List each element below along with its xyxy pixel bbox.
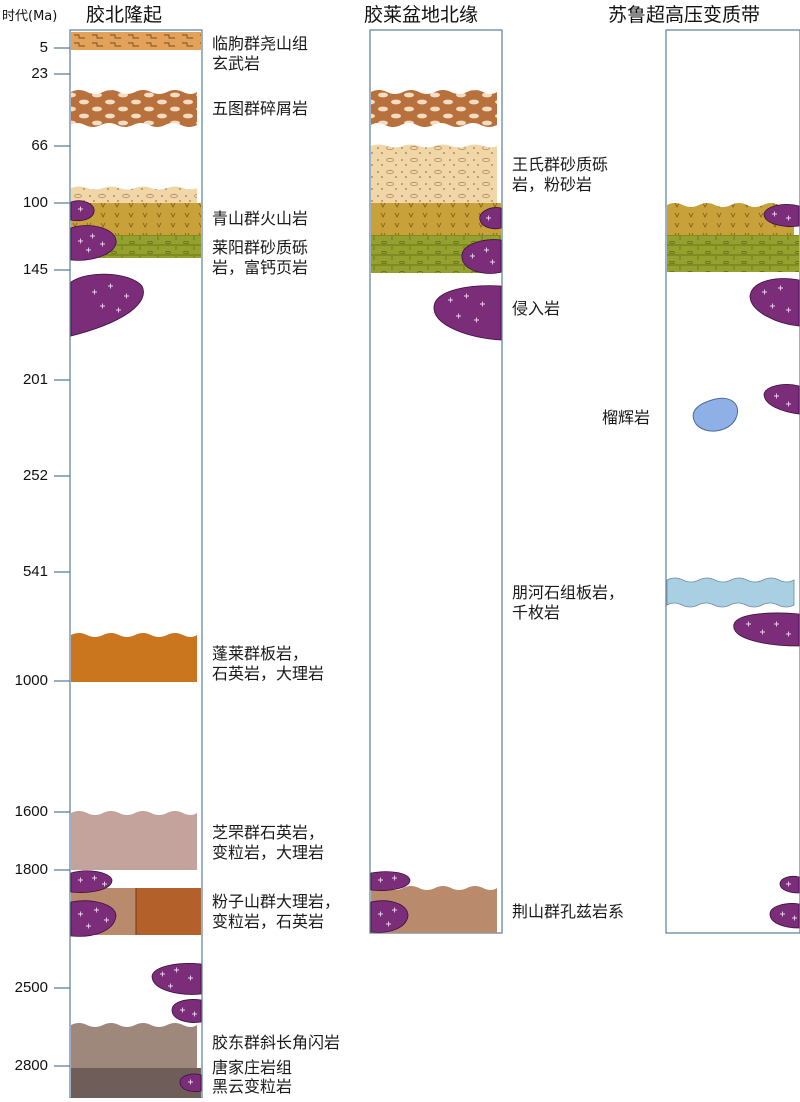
intrusive-body xyxy=(70,870,113,893)
label-jiaodong: 胶东群斜长角闪岩 xyxy=(212,1033,341,1052)
label-qingshan: 青山群火山岩 xyxy=(212,209,309,228)
eclogite-body xyxy=(692,397,738,432)
intrusive-body xyxy=(171,999,202,1023)
label-zhifu-1: 芝罘群石英岩， xyxy=(212,823,325,842)
tick-label: 541 xyxy=(22,563,48,580)
tick-label: 1000 xyxy=(14,672,48,689)
layer-penghe xyxy=(666,577,795,608)
intrusive-crosses xyxy=(78,206,797,1085)
sulu-layers xyxy=(666,203,799,608)
tick-label: 66 xyxy=(31,137,48,154)
time-tick-marks xyxy=(54,47,70,1067)
jiaobei-layers xyxy=(71,32,201,1098)
tick-label: 201 xyxy=(22,371,48,388)
label-fenzishan-1: 粉子山群大理岩， xyxy=(212,892,341,911)
intrusive-body xyxy=(370,871,411,891)
label-tangjiazhuang-1: 唐家庄岩组 xyxy=(212,1058,293,1077)
tick-label: 1600 xyxy=(14,803,48,820)
intrusive-body xyxy=(763,204,800,227)
intrusive-body xyxy=(70,273,144,337)
label-linqu: 临朐群尧山组 xyxy=(212,34,309,53)
label-wangshi-2: 岩，粉砂岩 xyxy=(512,175,593,194)
tick-label: 2800 xyxy=(14,1057,48,1074)
label-penghe-2: 千枚岩 xyxy=(512,603,561,622)
layer-zhifu xyxy=(71,811,197,870)
label-laiyang-2: 岩，富钙页岩 xyxy=(212,258,309,277)
tick-label: 145 xyxy=(22,261,48,278)
column-header-jiaobei: 胶北隆起 xyxy=(86,4,163,26)
layer-wutu-clastic xyxy=(71,90,197,127)
layer-tangjiazhuang xyxy=(71,1068,201,1098)
layer-sulu-green xyxy=(667,235,799,272)
intrusive-body xyxy=(70,200,95,222)
label-eclogite: 榴辉岩 xyxy=(602,408,651,427)
layer-wangshi xyxy=(371,144,497,203)
label-penghe-1: 朋河石组板岩， xyxy=(512,583,625,602)
intrusive-body xyxy=(151,963,202,995)
layer-wutu-clastic-2 xyxy=(371,90,497,127)
column-header-jiaolai: 胶莱盆地北缘 xyxy=(364,4,479,26)
tick-label: 23 xyxy=(31,65,48,82)
intrusive-body xyxy=(461,239,502,274)
tick-label: 100 xyxy=(22,194,48,211)
intrusive-body xyxy=(763,384,800,415)
label-basalt: 玄武岩 xyxy=(212,54,261,73)
label-wutu: 五图群碎屑岩 xyxy=(212,99,309,118)
label-zhifu-2: 变粒岩，大理岩 xyxy=(212,843,325,862)
tick-label: 252 xyxy=(22,467,48,484)
layer-sulu-volcanic xyxy=(667,203,794,235)
label-wangshi-1: 王氏群砂质砾 xyxy=(512,155,609,174)
layer-upper-sand xyxy=(71,186,197,203)
intrusive-body xyxy=(749,278,800,327)
layer-linqu-basalt xyxy=(71,32,201,50)
tick-label: 5 xyxy=(39,39,48,56)
column-sulu xyxy=(665,29,800,934)
layer-penglai xyxy=(71,633,197,682)
label-intrusive: 侵入岩 xyxy=(512,299,561,318)
label-penglai-1: 蓬莱群板岩， xyxy=(212,644,309,663)
column-header-sulu: 苏鲁超高压变质带 xyxy=(608,4,761,26)
intrusive-body xyxy=(779,876,800,894)
layer-fenzishan-right xyxy=(136,888,201,935)
intrusive-body xyxy=(70,900,117,937)
tick-label: 2500 xyxy=(14,979,48,996)
layer-jiaodong xyxy=(71,1023,197,1068)
time-axis-header: 时代(Ma) xyxy=(2,9,58,24)
tick-label: 1800 xyxy=(14,861,48,878)
label-tangjiazhuang-2: 黑云变粒岩 xyxy=(212,1077,293,1096)
intrusive-body xyxy=(70,225,117,261)
label-jingshan: 荆山群孔兹岩系 xyxy=(512,902,625,921)
layer-qingshan-2 xyxy=(371,203,501,235)
intrusive-body xyxy=(370,900,409,933)
label-laiyang-1: 莱阳群砂质砾 xyxy=(212,238,309,257)
intrusive-bodies xyxy=(70,200,800,1092)
intrusive-body xyxy=(769,903,800,929)
label-fenzishan-2: 变粒岩，石英岩 xyxy=(212,912,325,931)
intrusive-body xyxy=(733,612,800,647)
label-penglai-2: 石英岩，大理岩 xyxy=(212,664,325,683)
